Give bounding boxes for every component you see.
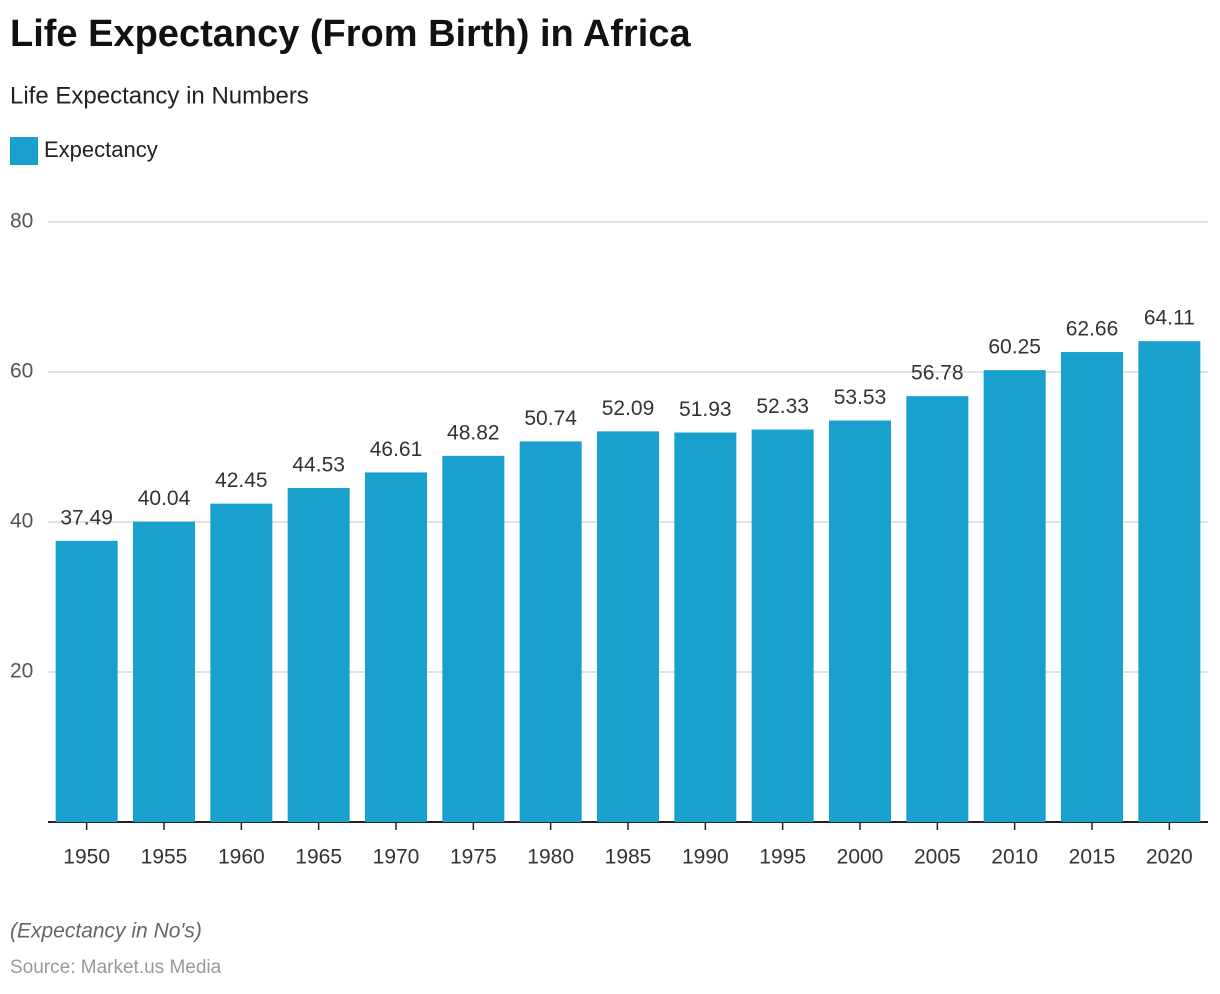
x-tick-label: 1955 — [141, 846, 188, 869]
chart-title: Life Expectancy (From Birth) in Africa — [10, 13, 691, 55]
bar — [1061, 352, 1123, 822]
x-tick-label: 1980 — [527, 846, 574, 869]
value-label: 46.61 — [370, 438, 423, 461]
value-label: 64.11 — [1144, 307, 1195, 330]
bar — [365, 472, 427, 822]
bar — [751, 429, 814, 822]
bar — [133, 521, 195, 822]
value-label: 42.45 — [215, 469, 268, 492]
legend-label: Expectancy — [44, 137, 158, 162]
legend-swatch — [10, 137, 38, 165]
bar — [829, 420, 891, 822]
value-label: 53.53 — [834, 386, 887, 409]
x-tick-label: 1990 — [682, 846, 729, 869]
bar — [519, 441, 582, 822]
chart-subtitle: Life Expectancy in Numbers — [10, 82, 309, 109]
chart-note: (Expectancy in No's) — [10, 920, 202, 943]
y-tick-label: 60 — [10, 360, 33, 383]
y-tick-label: 80 — [10, 210, 33, 233]
x-tick-label: 1965 — [295, 846, 342, 869]
bar — [597, 431, 659, 822]
bar — [674, 432, 737, 822]
x-tick-label: 1985 — [605, 846, 652, 869]
bar — [983, 370, 1046, 822]
x-tick-label: 2020 — [1146, 846, 1193, 869]
x-tick-label: 1975 — [450, 846, 497, 869]
chart-source: Source: Market.us Media — [10, 957, 222, 978]
x-tick-label: 1995 — [759, 846, 806, 869]
bar — [906, 396, 969, 822]
bar — [287, 488, 350, 822]
value-label: 51.93 — [679, 398, 732, 421]
value-label: 50.74 — [524, 407, 577, 430]
y-tick-label: 20 — [10, 660, 33, 683]
value-label: 37.49 — [60, 506, 113, 529]
x-tick-label: 2010 — [991, 846, 1038, 869]
bar — [210, 503, 273, 822]
value-label: 60.25 — [988, 336, 1041, 359]
x-tick-label: 1950 — [63, 846, 110, 869]
value-label: 48.82 — [447, 421, 500, 444]
value-label: 44.53 — [292, 454, 345, 477]
value-label: 52.09 — [602, 397, 655, 420]
value-label: 52.33 — [756, 395, 809, 418]
value-label: 40.04 — [138, 487, 191, 510]
x-tick-label: 2005 — [914, 846, 961, 869]
y-tick-label: 40 — [10, 510, 33, 533]
bar — [442, 455, 505, 822]
x-tick-label: 1970 — [373, 846, 420, 869]
x-tick-label: 2015 — [1069, 846, 1116, 869]
value-label: 56.78 — [911, 362, 964, 385]
x-tick-label: 1960 — [218, 846, 265, 869]
bar — [55, 540, 118, 822]
value-label: 62.66 — [1066, 318, 1119, 341]
x-tick-label: 2000 — [837, 846, 884, 869]
bar — [1138, 341, 1201, 822]
